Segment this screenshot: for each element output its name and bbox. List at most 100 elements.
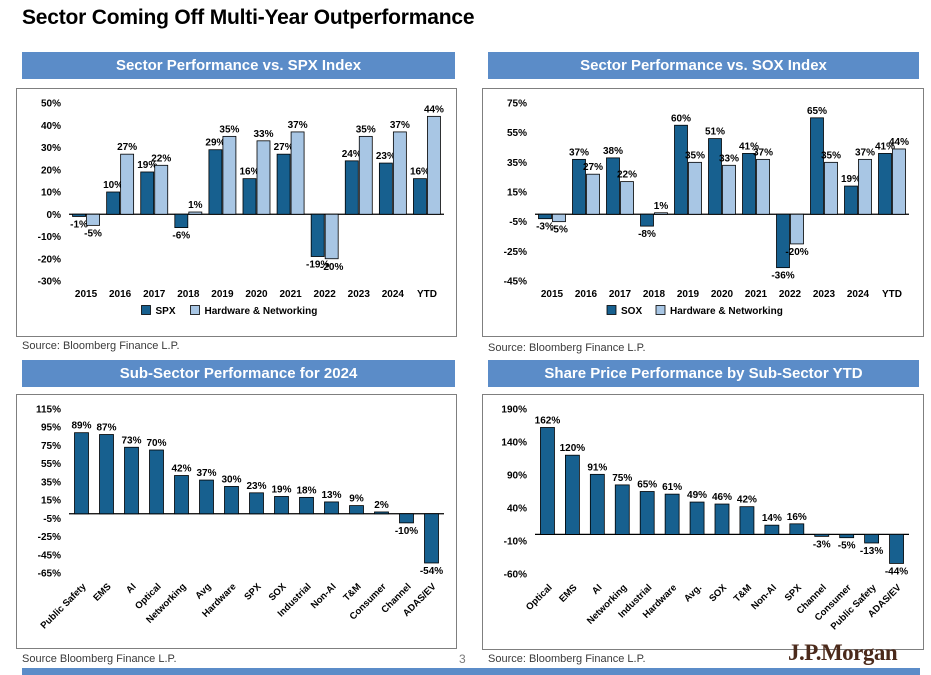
bar-value-label: 70% (146, 438, 166, 449)
bar-value-label: 38% (603, 146, 623, 157)
y-tick-label: 15% (41, 496, 61, 507)
bar (764, 524, 780, 535)
bar (864, 533, 880, 544)
y-tick-label: -65% (38, 569, 61, 580)
y-tick-label: 35% (41, 477, 61, 488)
x-tick-label: Non-AI (749, 582, 779, 612)
bar-value-label: 37% (753, 147, 773, 158)
bar (722, 164, 736, 215)
y-tick-label: -25% (38, 532, 61, 543)
bar (639, 491, 655, 535)
chart-panel-subsector-ytd: 190% 140% 90% 40% -10% -60% 162% Optical 120% EMS… (482, 394, 924, 650)
legend-swatch (190, 305, 200, 315)
bar-value-label: 61% (662, 482, 682, 493)
y-tick-label: 35% (507, 158, 527, 169)
legend-swatch (141, 305, 151, 315)
bar-value-label: 24% (342, 149, 362, 160)
y-tick-label: -25% (504, 247, 527, 258)
bar-value-label: -5% (550, 225, 568, 236)
bar-value-label: 41% (875, 141, 895, 152)
bar (324, 501, 339, 515)
bar (614, 484, 630, 535)
bar-value-label: 37% (288, 120, 308, 131)
bar (413, 178, 427, 215)
footer-accent-bar (22, 668, 920, 675)
bar (552, 213, 566, 223)
bar (256, 140, 271, 215)
bar-value-label: 23% (376, 151, 396, 162)
bar-value-label: 1% (654, 201, 669, 212)
bar-value-label: 23% (246, 481, 266, 492)
y-tick-label: 40% (41, 121, 61, 132)
legend-label: SPX (156, 306, 176, 317)
bar (708, 138, 722, 215)
bar (689, 501, 705, 535)
bar-value-label: 42% (171, 464, 191, 475)
x-tick-label: SOX (707, 582, 729, 604)
bar (120, 153, 135, 215)
x-tick-label: 2016 (575, 289, 598, 300)
bar (810, 117, 824, 215)
y-tick-label: 40% (507, 504, 527, 515)
bar-value-label: 19% (271, 484, 291, 495)
bar (620, 181, 634, 215)
bar (589, 473, 605, 535)
bar (199, 479, 214, 515)
bar-value-label: 44% (889, 137, 909, 148)
bar (565, 454, 580, 535)
bar-value-label: 2% (374, 500, 389, 511)
bar-value-label: 37% (390, 120, 410, 131)
bar-value-label: -36% (771, 271, 794, 282)
legend-label: SOX (621, 306, 642, 317)
y-tick-label: 115% (36, 405, 61, 416)
chart-header-sox: Sector Performance vs. SOX Index (488, 52, 919, 79)
chart-header-subsector-ytd: Share Price Performance by Sub-Sector YT… (488, 360, 919, 387)
source-label-sox: Source: Bloomberg Finance L.P. (488, 342, 646, 354)
x-tick-label: 2024 (382, 289, 405, 300)
bar (374, 511, 389, 515)
x-tick-label: 2017 (609, 289, 632, 300)
bar-value-label: 60% (671, 113, 691, 124)
bar-value-label: -20% (320, 262, 343, 273)
x-tick-label: 2021 (279, 289, 302, 300)
x-tick-label: 2023 (348, 289, 371, 300)
bar (124, 446, 139, 515)
legend-label: Hardware & Networking (205, 306, 318, 317)
x-tick-label: 2018 (177, 289, 200, 300)
bar (839, 533, 855, 539)
bar-value-label: -3% (813, 539, 831, 550)
bar (739, 506, 755, 535)
y-tick-label: 20% (41, 165, 61, 176)
bar-value-label: 16% (410, 167, 430, 178)
bar (756, 158, 770, 215)
bar-value-label: 35% (685, 150, 705, 161)
bar-value-label: 49% (687, 490, 707, 501)
bar (274, 496, 289, 515)
bar (424, 513, 439, 564)
bar (324, 213, 339, 260)
chart-header-spx: Sector Performance vs. SPX Index (22, 52, 455, 79)
x-tick-label: Non-AI (309, 581, 339, 611)
bar-value-label: 1% (188, 200, 203, 211)
bar (149, 449, 164, 515)
bar (858, 158, 872, 215)
chart-panel-sox: 75% 55% 35% 15% -5% -25% -45% -3% -5% 2015 37% 27% 2… (482, 88, 924, 337)
x-tick-label: 2022 (314, 289, 337, 300)
bar (654, 212, 668, 215)
bar-value-label: 89% (71, 421, 91, 432)
chart-canvas-spx: 50% 40% 30% 20% 10% 0% -10% -20% -30% -1%-5% 2015 1… (38, 99, 444, 318)
x-tick-label: AI (590, 582, 604, 596)
bar (789, 523, 805, 535)
bar-value-label: 42% (737, 495, 757, 506)
y-tick-label: 55% (507, 128, 527, 139)
bar (174, 213, 189, 228)
page-number: 3 (459, 652, 466, 666)
bar-value-label: 30% (221, 474, 241, 485)
legend-swatch (606, 305, 617, 315)
bar (742, 153, 756, 215)
x-tick-label: 2024 (847, 289, 870, 300)
bar-value-label: 120% (560, 443, 586, 454)
bar-value-label: 27% (583, 162, 603, 173)
bar-value-label: 87% (96, 423, 116, 434)
bar-value-label: 46% (712, 492, 732, 503)
